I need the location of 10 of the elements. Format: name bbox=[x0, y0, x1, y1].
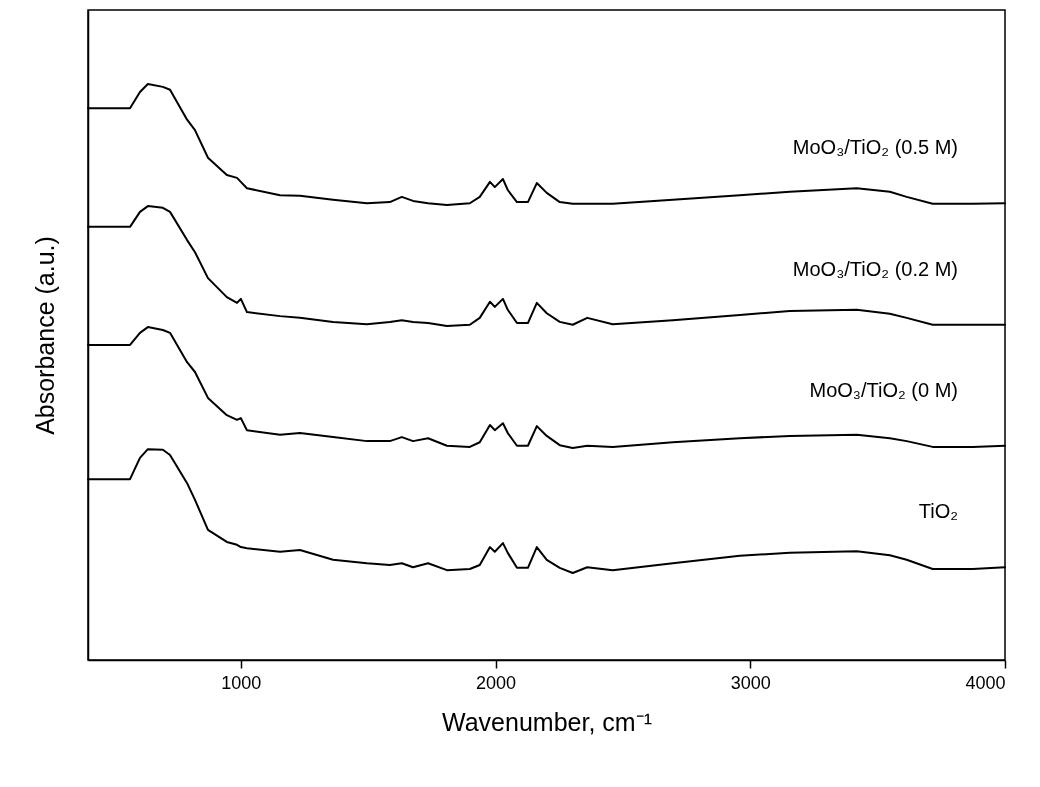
x-tick-label: 2000 bbox=[476, 672, 517, 693]
x-axis-title: Wavenumber, cm⁻¹ bbox=[442, 707, 652, 736]
x-tick-label: 4000 bbox=[965, 672, 1006, 693]
series-label: MoO₃/TiO₂ (0 M) bbox=[809, 378, 958, 401]
x-tick-label: 1000 bbox=[221, 672, 262, 693]
x-tick-label: 3000 bbox=[730, 672, 771, 693]
series-label: MoO₃/TiO₂ (0.2 M) bbox=[792, 257, 958, 280]
series-label: TiO₂ bbox=[918, 500, 958, 523]
series-label: MoO₃/TiO₂ (0.5 M) bbox=[792, 136, 958, 159]
y-axis-title: Absorbance (a.u.) bbox=[30, 236, 59, 435]
